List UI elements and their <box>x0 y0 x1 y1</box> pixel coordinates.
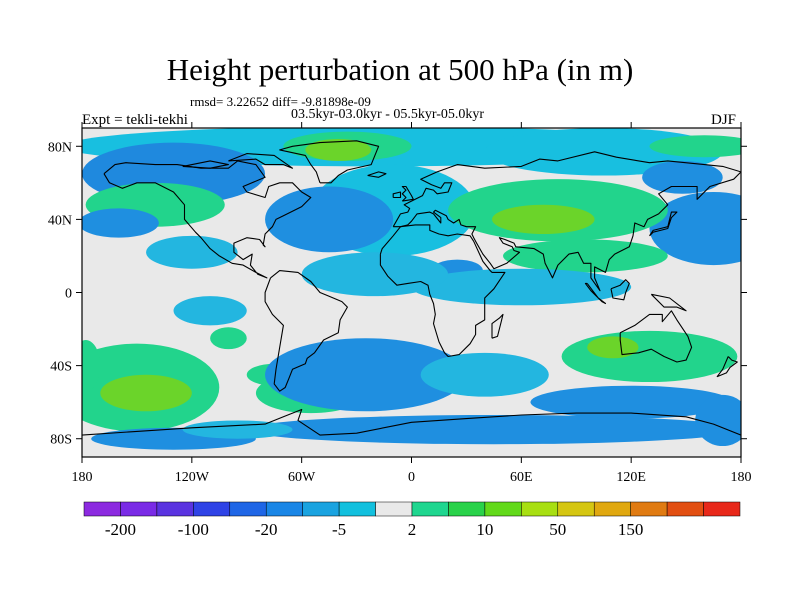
colorbar-box-15 <box>630 501 668 517</box>
field-region-35 <box>182 420 293 439</box>
coastline-4 <box>619 310 693 363</box>
colorbar-box-8 <box>375 501 413 517</box>
coastline-5 <box>279 140 380 184</box>
field-region-32 <box>411 268 632 306</box>
field-region-18 <box>305 138 372 161</box>
coastline-8 <box>392 191 402 199</box>
x-tick-label-4: 60E <box>510 470 533 485</box>
colorbar-box-14 <box>593 501 631 517</box>
colorbar-label-3: -5 <box>332 520 346 539</box>
colorbar-box-16 <box>666 501 704 517</box>
x-tick-label-0: 180 <box>72 470 93 485</box>
coastline-12 <box>584 282 607 305</box>
coastline-15 <box>716 356 738 378</box>
colorbar-box-9 <box>411 501 449 517</box>
coastline-0 <box>103 160 312 279</box>
y-tick-label-3: 40S <box>50 360 72 375</box>
contour-field <box>82 128 741 450</box>
season-label: DJF <box>711 112 737 128</box>
rmsd-subtitle: rmsd= 3.22652 diff= -9.81898e-09 <box>190 94 371 109</box>
colorbar-label-5: 10 <box>476 520 493 539</box>
field-region-33 <box>420 352 549 397</box>
field-region-17 <box>100 374 192 412</box>
field-region-15 <box>210 327 247 350</box>
colorbar-box-1 <box>120 501 158 517</box>
period-subtitle: 03.5kyr-03.0kyr - 05.5kyr-05.0kyr <box>291 107 485 122</box>
experiment-label: Expt = tekli-tekhi <box>82 112 188 128</box>
axes: 180 120W 60W 0 60E 120E 180 80N 40N 0 40S 80S <box>48 122 752 485</box>
colorbar-label-1: -100 <box>178 520 209 539</box>
x-tick-label-6: 180 <box>731 470 752 485</box>
colorbar-box-12 <box>521 501 559 517</box>
colorbar-box-7 <box>338 501 376 517</box>
colorbar-box-3 <box>193 501 231 517</box>
coastline-6 <box>82 408 741 436</box>
coastline-10 <box>649 211 678 237</box>
field-region-24 <box>82 208 159 238</box>
field-region-19 <box>492 204 595 235</box>
field-region-34 <box>301 252 449 297</box>
colorbar-label-6: 50 <box>549 520 566 539</box>
field-region-16 <box>82 340 101 392</box>
y-tick-label-4: 80S <box>50 433 72 448</box>
colorbar-box-11 <box>484 501 522 517</box>
colorbar-label-2: -20 <box>255 520 278 539</box>
coastline-2 <box>392 151 741 292</box>
colorbar-box-5 <box>265 501 303 517</box>
coastline-3 <box>379 224 506 358</box>
field-region-3 <box>265 186 394 253</box>
coastlines <box>82 140 741 436</box>
x-tick-label-2: 60W <box>288 470 316 485</box>
colorbar: -200 -100 -20 -5 2 10 50 150 <box>83 501 741 539</box>
y-tick-label-0: 80N <box>48 140 72 155</box>
chart-title: Height perturbation at 500 hPa (in m) <box>166 52 634 87</box>
x-tick-label-3: 0 <box>408 470 415 485</box>
field-region-14 <box>561 330 738 383</box>
field-region-31 <box>173 296 247 326</box>
coastline-11 <box>491 313 504 339</box>
x-tick-label-1: 120W <box>175 470 210 485</box>
coastline-14 <box>650 293 687 312</box>
coastline-7 <box>401 185 414 202</box>
field-region-27 <box>530 385 732 419</box>
field-region-28 <box>695 394 741 447</box>
colorbar-box-10 <box>448 501 486 517</box>
colorbar-box-13 <box>557 501 595 517</box>
colorbar-box-2 <box>156 501 194 517</box>
coastline-16 <box>228 153 294 169</box>
field-region-30 <box>146 235 238 269</box>
colorbar-box-0 <box>83 501 121 517</box>
field-region-5 <box>649 191 741 266</box>
field-region-12 <box>503 239 668 273</box>
field-region-25 <box>265 338 467 412</box>
colorbar-label-0: -200 <box>105 520 136 539</box>
colorbar-label-4: 2 <box>408 520 417 539</box>
field-region-6 <box>642 160 723 194</box>
x-tick-label-5: 120E <box>616 470 646 485</box>
coastline-1 <box>264 270 348 392</box>
colorbar-box-6 <box>302 501 340 517</box>
colorbar-label-7: 150 <box>618 520 644 539</box>
colorbar-box-4 <box>229 501 267 517</box>
field-region-10 <box>649 135 741 158</box>
field-region-26 <box>246 414 741 445</box>
colorbar-box-17 <box>703 501 741 517</box>
field-region-23 <box>587 336 639 359</box>
y-tick-label-2: 0 <box>65 287 72 302</box>
coastline-9 <box>367 171 387 178</box>
coastline-13 <box>610 279 630 301</box>
y-tick-label-1: 40N <box>48 213 72 228</box>
coastline-17 <box>182 160 229 169</box>
